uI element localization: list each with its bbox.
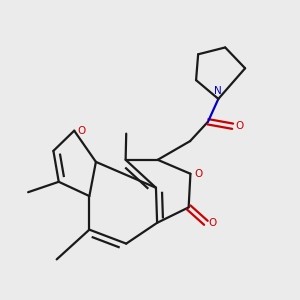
Text: N: N bbox=[214, 86, 222, 96]
Text: O: O bbox=[78, 126, 86, 136]
Text: O: O bbox=[235, 121, 243, 131]
Text: O: O bbox=[208, 218, 217, 228]
Text: O: O bbox=[194, 169, 202, 179]
